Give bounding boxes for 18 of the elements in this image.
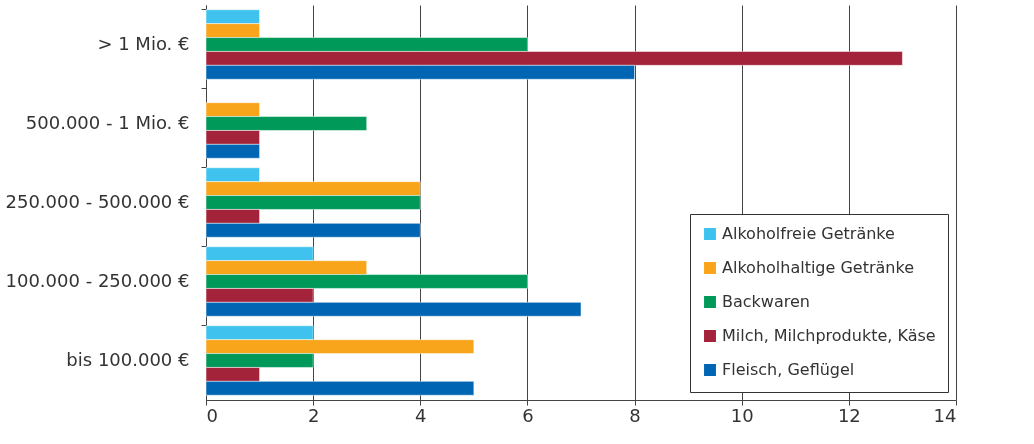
- legend-label: Milch, Milchprodukte, Käse: [722, 326, 936, 345]
- x-tick-label: 10: [730, 404, 754, 426]
- x-tick-label: 4: [415, 404, 427, 426]
- y-tick-label: 250.000 - 500.000 €: [5, 190, 190, 212]
- legend-label: Alkoholfreie Getränke: [722, 224, 895, 243]
- x-tick-label: 6: [522, 404, 534, 426]
- legend-label: Backwaren: [722, 292, 810, 311]
- legend-label: Alkoholhaltige Getränke: [722, 258, 915, 277]
- y-tick-label: 500.000 - 1 Mio. €: [25, 111, 190, 133]
- y-tick-label: > 1 Mio. €: [97, 32, 190, 54]
- x-tick-label: 12: [837, 404, 861, 426]
- y-tick-label: 100.000 - 250.000 €: [5, 269, 190, 291]
- y-tick-label: bis 100.000 €: [66, 348, 190, 370]
- legend-label: Fleisch, Geflügel: [722, 360, 855, 379]
- x-tick-label: 8: [629, 404, 641, 426]
- x-tick-label: 0: [206, 404, 218, 426]
- x-tick-label: 2: [307, 404, 320, 426]
- x-tick-label: 14: [933, 404, 957, 426]
